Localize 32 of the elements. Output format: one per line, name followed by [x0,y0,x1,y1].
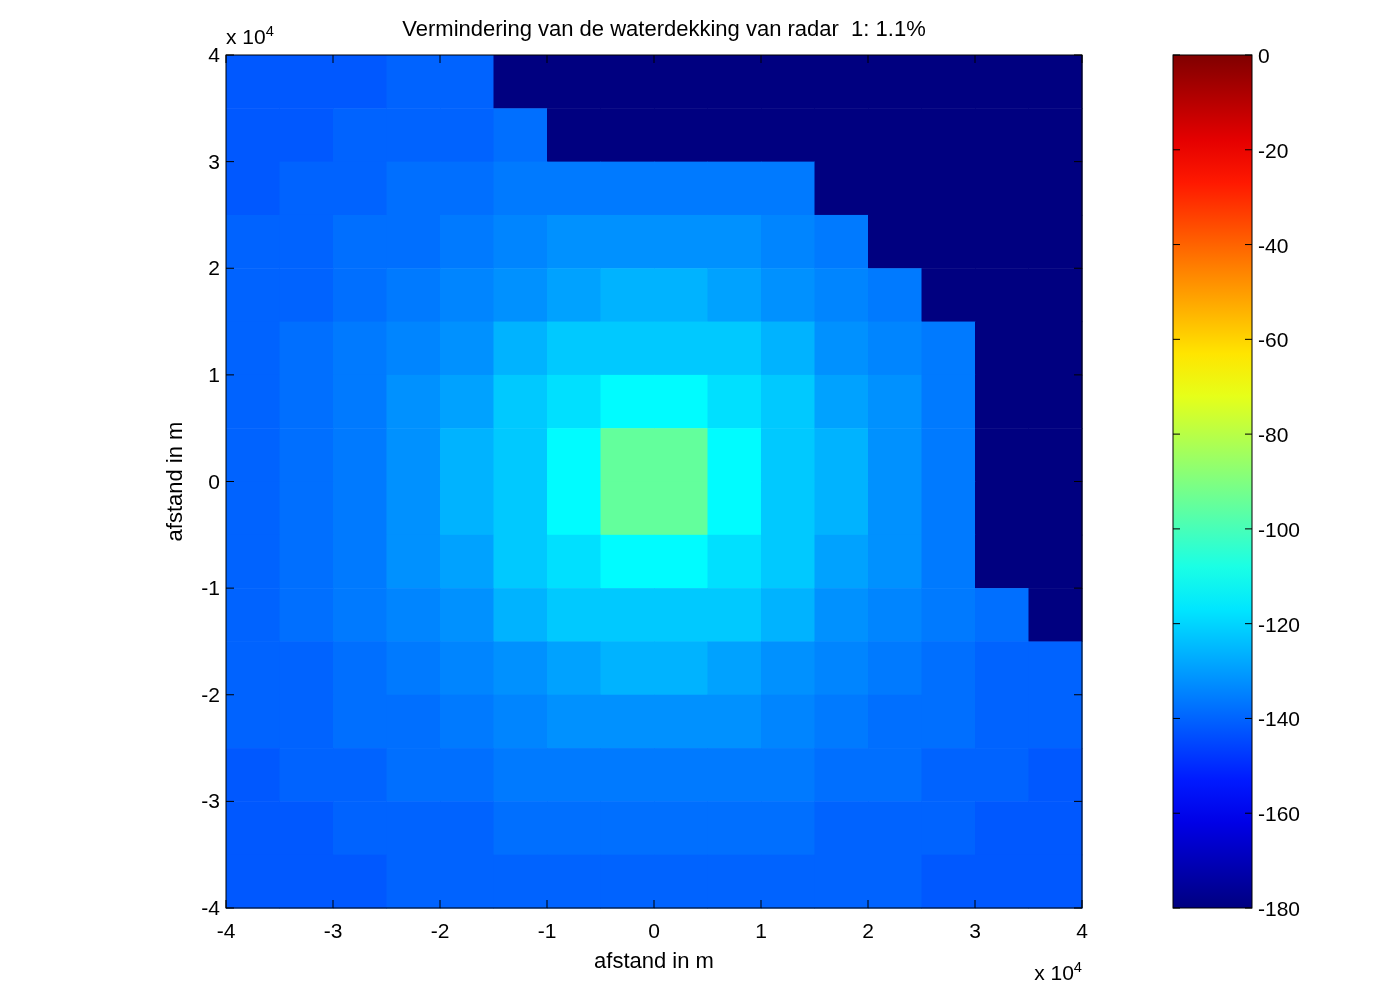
x-tick-label: -2 [430,919,450,942]
x-tick-label: 2 [862,919,874,942]
y-axis-title: afstand in m [162,421,187,542]
y-tick-label: 3 [208,149,220,173]
x-tick-label: 0 [648,919,660,942]
y-tick-label: 4 [208,43,221,66]
y-tick-label: 0 [208,469,220,493]
color-bar-label: 0 [1258,44,1270,67]
y-tick-label: 1 [208,362,220,386]
y-tick-label: -2 [201,682,220,706]
y-tick-label: -3 [201,789,220,813]
color-bar-label: -120 [1258,612,1301,636]
color-bar-label: -20 [1258,138,1289,162]
text: x 10$^{4}$ [1034,959,1082,984]
y-tick-label: -1 [201,576,220,600]
y-tick-label: -4 [201,896,221,919]
color-bar-label: -60 [1258,328,1289,352]
x-tick-label: 1 [755,919,767,942]
color-bar-label: -140 [1258,707,1301,731]
x-tick-label: 3 [969,919,981,942]
color-bar-label: -40 [1258,233,1289,257]
x-tick-label: -3 [323,919,343,942]
x-axis-title: afstand in m [594,948,714,973]
chart-title: Vermindering van de waterdekking van radar 1: 1.1% [402,16,926,41]
color-bar-label: -160 [1258,802,1301,826]
color-bar-label: -100 [1258,517,1301,541]
text: x 10$^{4}$ [226,23,274,48]
x-tick-label: 4 [1076,919,1089,942]
y-tick-label: 2 [208,256,220,280]
color-bar-label: -80 [1258,423,1289,447]
color-bar-label: -180 [1258,897,1301,920]
x-tick-label: -1 [537,919,557,942]
